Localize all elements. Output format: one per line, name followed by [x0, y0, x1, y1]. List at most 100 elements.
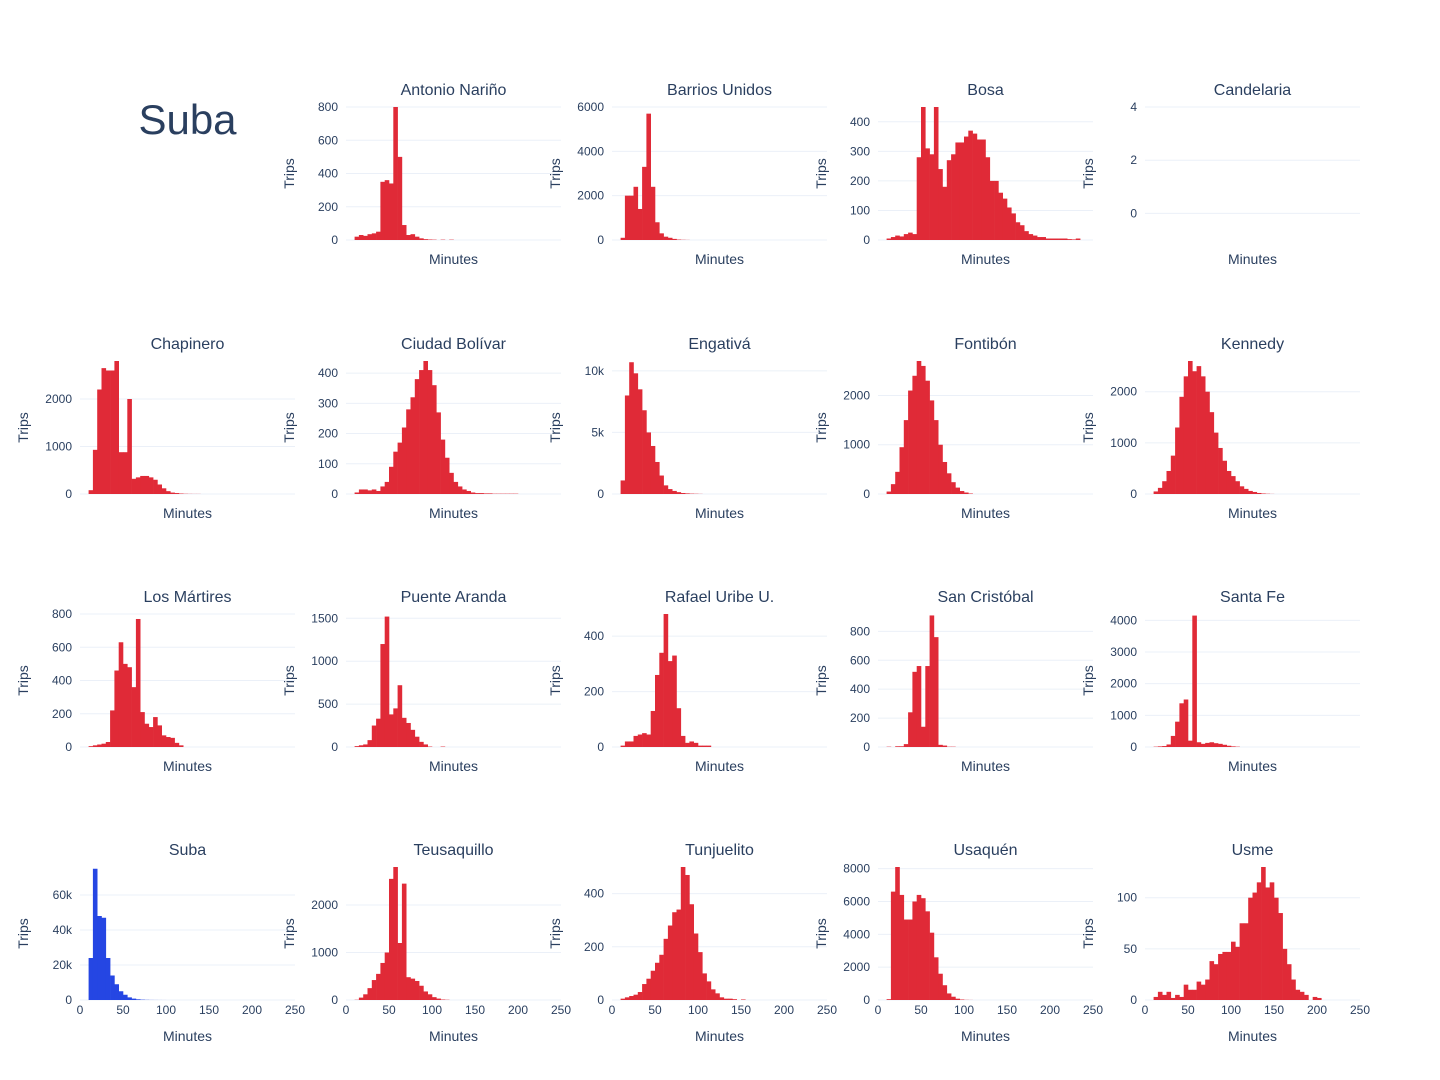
- histogram-bar: [1209, 742, 1215, 747]
- histogram-bar: [1209, 961, 1215, 1000]
- y-axis-label: Trips: [281, 918, 297, 949]
- histogram-bar: [380, 486, 385, 494]
- histogram-bar: [706, 745, 712, 747]
- histogram-bar: [890, 237, 896, 240]
- histogram-bar: [1200, 743, 1206, 747]
- y-tick-label: 0: [331, 233, 338, 247]
- y-tick-label: 400: [318, 366, 338, 380]
- histogram-panel: Candelaria 0 2 4 Minutes Trips: [1080, 82, 1360, 267]
- histogram-bar: [663, 485, 669, 494]
- histogram-bar: [110, 370, 115, 494]
- histogram-bar: [1213, 964, 1219, 1000]
- histogram-bar: [1252, 491, 1258, 494]
- y-tick-label: 100: [1117, 891, 1137, 905]
- histogram-bar: [363, 489, 368, 494]
- histogram-bar: [97, 389, 102, 494]
- histogram-bar: [1192, 371, 1197, 494]
- histogram-bar: [925, 380, 930, 494]
- y-tick-label: 4: [1130, 100, 1137, 114]
- histogram-bar: [1243, 488, 1249, 494]
- histogram-bar: [105, 370, 111, 494]
- histogram-bar: [676, 492, 682, 494]
- histogram-bar: [1032, 235, 1038, 240]
- y-tick-label: 400: [850, 682, 870, 696]
- histogram-bar: [646, 734, 651, 747]
- panel-title: Barrios Unidos: [667, 82, 772, 99]
- y-axis-label: Trips: [1080, 412, 1096, 443]
- histogram-bar: [964, 492, 969, 494]
- histogram-bar: [101, 743, 107, 747]
- histogram-bar: [620, 998, 626, 1000]
- histogram-bar: [423, 361, 428, 494]
- histogram-bar: [384, 481, 390, 494]
- histogram-bar: [955, 487, 960, 494]
- histogram-bar: [921, 898, 926, 1000]
- histogram-bar: [1037, 237, 1042, 240]
- histogram-bar: [955, 142, 960, 240]
- histogram-bar: [406, 235, 411, 240]
- histogram-panel: Los Mártires 0 200 400 600 800 Minutes Trips: [15, 589, 295, 774]
- histogram-bar: [376, 973, 381, 1000]
- histogram-bar: [685, 493, 690, 494]
- histogram-bar: [672, 912, 677, 1000]
- x-axis-label: Minutes: [163, 1028, 212, 1044]
- y-tick-label: 0: [1130, 206, 1137, 220]
- histogram-bar: [706, 981, 712, 1000]
- histogram-bar: [401, 883, 407, 1000]
- histogram-bar: [624, 195, 630, 240]
- histogram-bar: [1231, 746, 1236, 747]
- histogram-bar: [1269, 882, 1275, 1000]
- histogram-bar: [457, 486, 463, 494]
- histogram-bar: [655, 962, 660, 1000]
- histogram-bar: [890, 891, 896, 1000]
- x-axis-label: Minutes: [429, 758, 478, 774]
- histogram-bar: [1213, 432, 1219, 494]
- y-tick-label: 2000: [843, 388, 870, 402]
- histogram-bar: [470, 492, 476, 494]
- panel-title: Santa Fe: [1220, 589, 1285, 606]
- histogram-bar: [414, 736, 420, 747]
- histogram-bar: [88, 958, 94, 1000]
- panel-title: Los Mártires: [143, 589, 231, 606]
- histogram-bar: [1222, 460, 1227, 494]
- histogram-bar: [672, 655, 677, 747]
- histogram-bar: [1252, 892, 1258, 1000]
- x-axis-label: Minutes: [695, 1028, 744, 1044]
- histogram-bar: [358, 745, 364, 747]
- histogram-bar: [633, 994, 639, 1000]
- histogram-bar: [118, 452, 124, 494]
- histogram-bar: [985, 157, 991, 240]
- y-axis-label: Trips: [281, 412, 297, 443]
- histogram-bar: [715, 993, 720, 1000]
- panel-title: Puente Aranda: [401, 589, 507, 606]
- histogram-bar: [693, 933, 699, 1000]
- histogram-panel: Tunjuelito 0 200 400 0 50 100 150 200 250 Minutes T…: [547, 842, 837, 1044]
- y-tick-label: 0: [597, 740, 604, 754]
- histogram-bar: [1222, 951, 1227, 1000]
- x-axis-label: Minutes: [695, 758, 744, 774]
- histogram-bar: [358, 997, 364, 1000]
- histogram-bar: [938, 169, 943, 240]
- histogram-bar: [419, 238, 424, 240]
- histogram-bar: [646, 432, 651, 494]
- histogram-bar: [127, 997, 132, 1000]
- histogram-bar: [624, 997, 630, 1000]
- histogram-bar: [453, 481, 459, 494]
- histogram-bar: [123, 663, 128, 747]
- histogram-bar: [127, 399, 132, 494]
- histogram-bar: [88, 746, 94, 747]
- histogram-bar: [1192, 989, 1197, 1000]
- histogram-bar: [92, 449, 98, 494]
- histogram-bar: [667, 661, 673, 747]
- histogram-bar: [427, 370, 433, 494]
- histogram-bar: [436, 412, 441, 494]
- histogram-bar: [895, 867, 900, 1000]
- histogram-bar: [414, 236, 420, 240]
- histogram-panel: Antonio Nariño 0 200 400 600 800 Minutes Trips: [281, 82, 561, 267]
- histogram-bar: [1291, 979, 1296, 1000]
- histogram-bar: [659, 954, 664, 1000]
- y-axis-label: Trips: [547, 158, 563, 189]
- y-tick-label: 2000: [843, 960, 870, 974]
- histogram-bar: [423, 744, 428, 747]
- x-axis-label: Minutes: [1228, 251, 1277, 267]
